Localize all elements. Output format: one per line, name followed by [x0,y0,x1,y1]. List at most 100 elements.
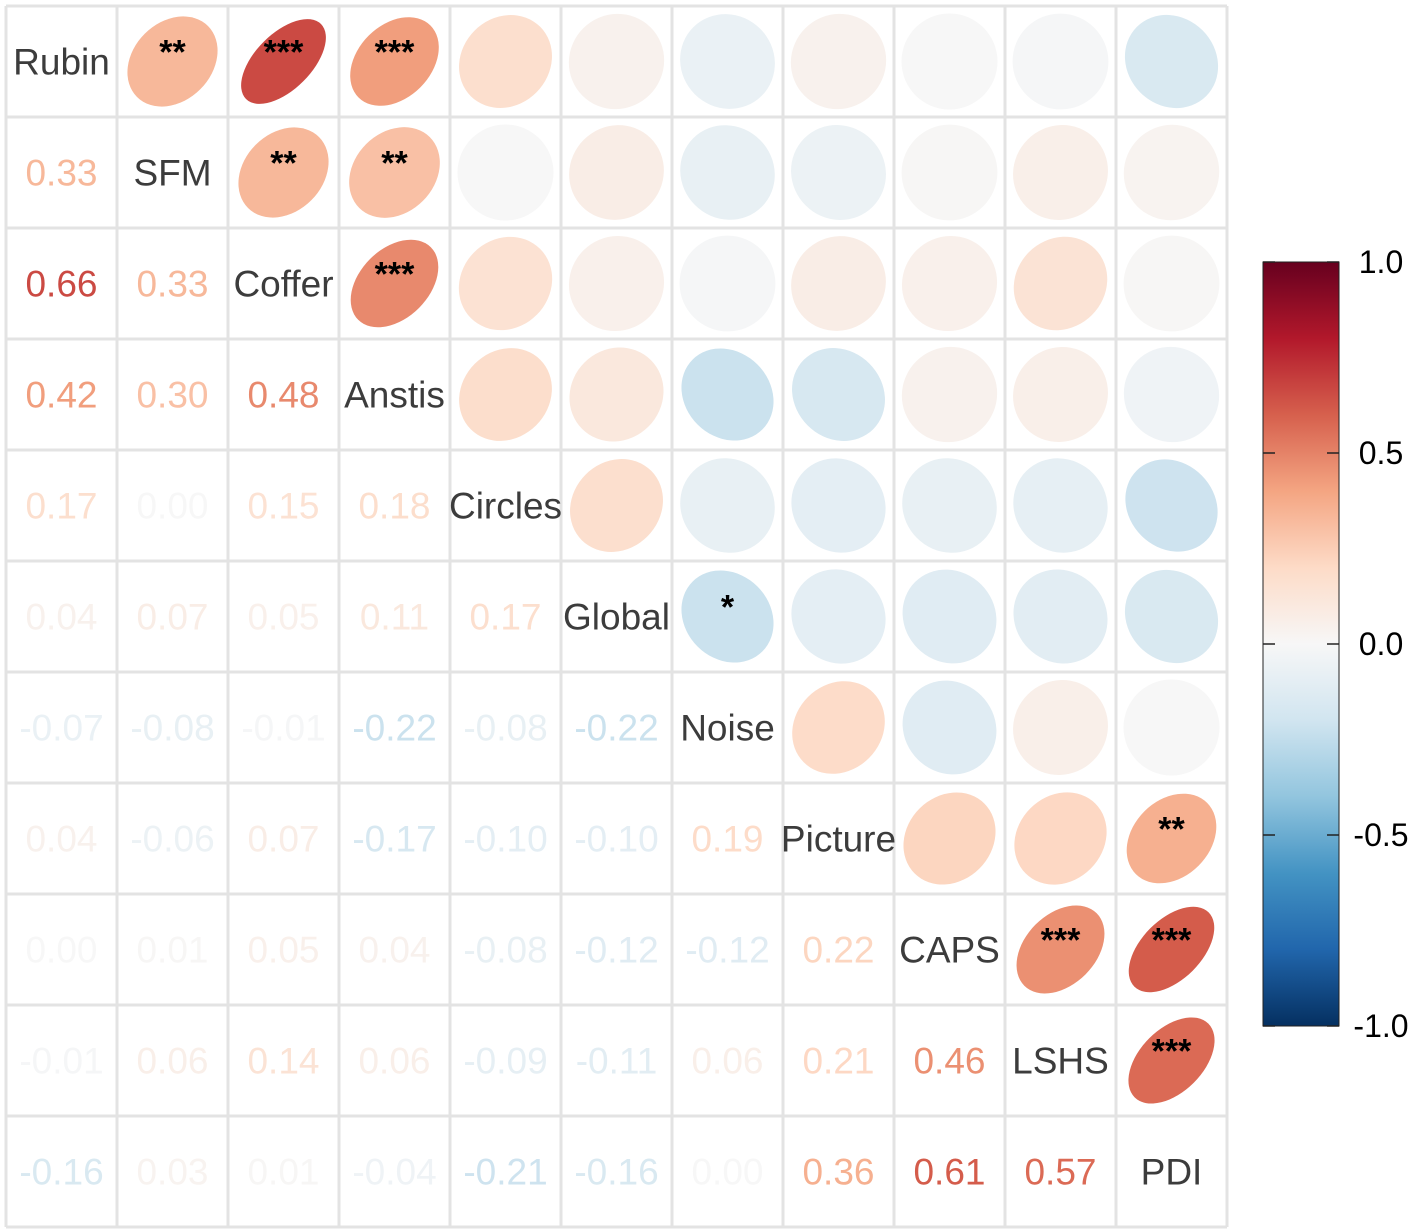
colorbar-tick-label: 0.0 [1359,626,1403,662]
correlation-ellipse [680,125,775,220]
coefficient-label: 0.04 [25,819,97,860]
correlation-ellipse [792,681,885,774]
colorbar-tick-label: 0.5 [1359,435,1403,471]
coefficient-label: -0.04 [352,1152,436,1193]
correlation-ellipse [457,124,554,221]
correlation-ellipse [791,236,886,331]
colorbar-tick-label: -1.0 [1353,1008,1408,1044]
coefficient-label: -0.11 [576,1041,658,1082]
correlation-ellipse [241,19,326,104]
correlation-ellipse [1012,13,1109,110]
coefficient-label: -0.22 [574,708,658,749]
coefficient-label: 0.18 [358,486,430,527]
correlation-ellipse [459,348,552,441]
coefficient-label: 0.42 [25,375,97,416]
correlation-ellipse [569,347,664,442]
variable-label: SFM [133,153,211,194]
correlation-ellipse [901,346,998,443]
correlation-ellipse [1128,1017,1215,1104]
coefficient-label: -0.09 [463,1041,547,1082]
coefficient-label: 0.19 [691,819,763,860]
correlation-ellipse [790,13,887,110]
coefficient-label: -0.21 [463,1152,547,1193]
coefficient-label: -0.17 [352,819,436,860]
significance-stars: ** [381,145,408,183]
correlation-ellipse [901,124,998,221]
variable-label: PDI [1141,1152,1203,1193]
correlation-ellipse [569,125,664,220]
correlation-ellipse [1013,458,1108,553]
coefficient-label: 0.05 [247,930,319,971]
coefficient-label: 0.30 [136,375,208,416]
coefficient-label: 0.00 [691,1152,763,1193]
correlation-ellipse [459,15,552,108]
significance-stars: ** [270,145,297,183]
correlation-ellipse [791,569,886,664]
coefficient-label: 0.57 [1024,1152,1096,1193]
coefficient-label: 0.15 [247,486,319,527]
coefficient-label: 0.17 [469,597,541,638]
coefficient-label: -0.07 [19,708,103,749]
correlation-ellipse [792,348,885,441]
coefficient-label: -0.16 [574,1152,658,1193]
variable-label: Anstis [344,375,445,416]
coefficient-label: 0.04 [25,597,97,638]
correlation-ellipse [1124,569,1219,664]
variable-label: LSHS [1012,1041,1109,1082]
variable-label: Coffer [233,264,333,305]
coefficient-label: -0.22 [352,708,436,749]
coefficient-label: 0.66 [25,264,97,305]
coefficient-label: 0.33 [25,153,97,194]
coefficient-label: 0.14 [247,1041,319,1082]
correlation-ellipse [1013,569,1108,664]
correlation-ellipse [1016,905,1105,994]
correlation-ellipse [349,127,440,218]
correlation-ellipse [680,458,775,553]
correlation-ellipse [570,459,663,552]
coefficient-label: -0.10 [463,819,547,860]
significance-stars: * [721,589,735,627]
coefficient-label: -0.10 [574,819,658,860]
significance-stars: ** [159,34,186,72]
color-legend: 1.0 0.5 0.0 -0.5 -1.0 [1262,244,1409,1044]
correlation-ellipse [680,14,775,109]
coefficient-label: 0.05 [247,597,319,638]
coefficient-label: 0.36 [802,1152,874,1193]
coefficient-label: 0.00 [25,930,97,971]
correlation-ellipse [901,13,998,110]
correlation-ellipse [238,127,329,218]
correlation-ellipse [350,239,439,328]
correlation-ellipse [1013,680,1108,775]
correlation-ellipse [350,17,439,106]
variable-label: Global [563,597,670,638]
coefficient-label: 0.61 [913,1152,985,1193]
coefficient-label: 0.04 [358,930,430,971]
coefficient-label: 0.06 [691,1041,763,1082]
coefficient-label: 0.06 [136,1041,208,1082]
matrix-grid [4,4,1229,1229]
correlation-ellipse [902,569,997,664]
correlation-ellipse [902,458,997,553]
coefficient-label: 0.01 [247,1152,319,1193]
variable-label: Rubin [13,42,110,83]
colorbar-gradient [1262,261,1340,1027]
correlation-ellipse [901,235,998,332]
correlation-ellipse [902,680,997,775]
coefficient-label: 0.22 [802,930,874,971]
coefficient-label: 0.48 [247,375,319,416]
correlation-ellipse [1123,235,1220,332]
correlation-ellipse [1124,14,1219,109]
correlation-ellipse [679,235,776,332]
correlation-ellipse [681,570,774,663]
coefficient-label: -0.12 [574,930,658,971]
significance-stars: *** [375,34,415,72]
significance-stars: ** [1158,811,1185,849]
coefficient-label: 0.11 [360,597,429,638]
correlation-ellipse [1126,793,1217,884]
significance-stars: *** [1152,1033,1192,1071]
correlation-ellipse [568,13,665,110]
correlation-ellipse [681,348,774,441]
correlation-ellipse [1013,236,1108,331]
matrix-cells: Rubin ** *** ***0.33 SFM ** **0.66 0.33 Coffer **… [13,13,1220,1193]
